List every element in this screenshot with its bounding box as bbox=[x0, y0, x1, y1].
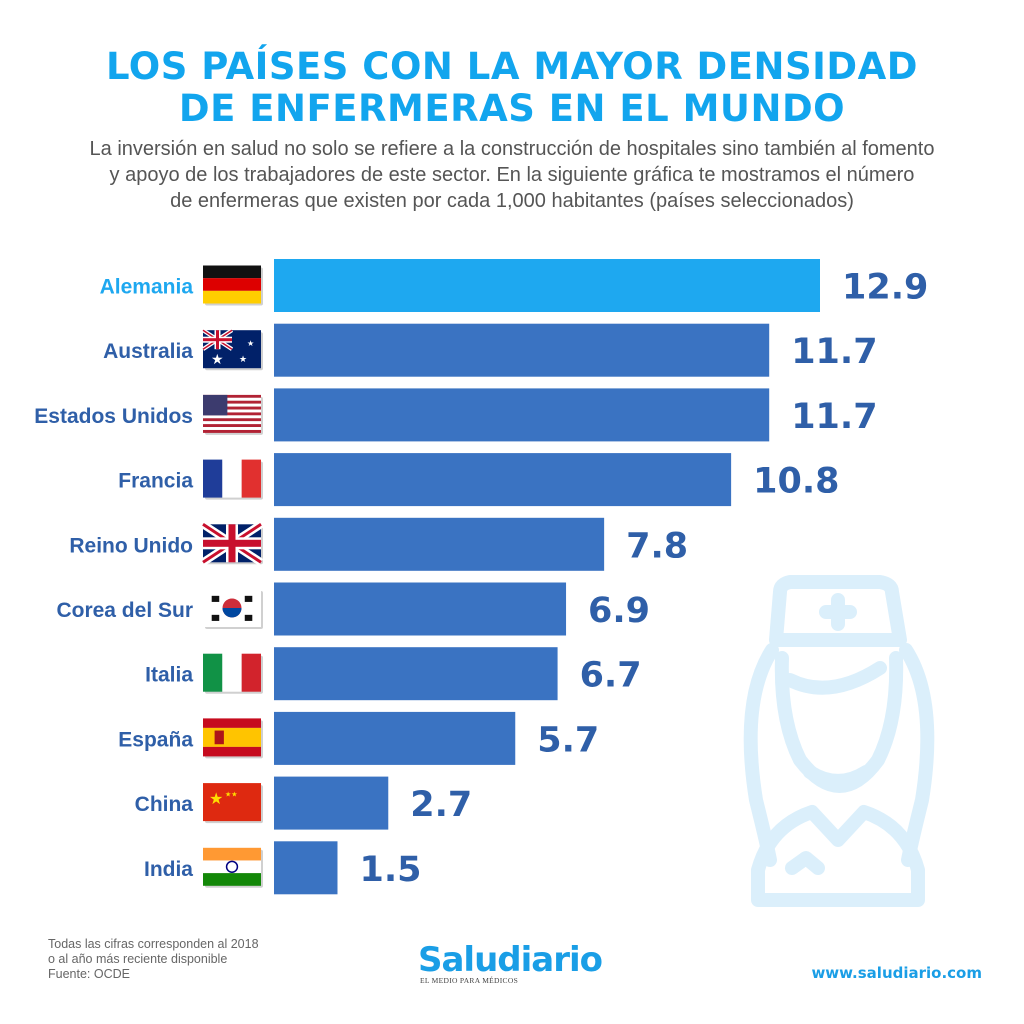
bar bbox=[274, 776, 389, 830]
bar bbox=[274, 647, 558, 701]
spain-flag-icon bbox=[203, 718, 263, 759]
australia-flag-icon: ★ ★★ bbox=[201, 328, 263, 371]
footnote-line-2: o al año más reciente disponible bbox=[48, 952, 228, 966]
germany-flag-icon bbox=[203, 265, 263, 306]
value-label: 10.8 bbox=[753, 462, 839, 502]
bar bbox=[274, 582, 567, 636]
bar bbox=[274, 841, 338, 895]
title-line-1: LOS PAÍSES CON LA MAYOR DENSIDAD bbox=[105, 45, 918, 88]
title-line-2: DE ENFERMERAS EN EL MUNDO bbox=[178, 87, 846, 130]
subtitle-line-1: La inversión en salud no solo se refiere… bbox=[89, 138, 935, 160]
bar bbox=[274, 453, 732, 507]
website-link[interactable]: www.saludiario.com bbox=[811, 964, 982, 982]
china-flag-icon: ★ ★★ bbox=[203, 783, 263, 824]
footnote: Todas las cifras corresponden al 2018 o … bbox=[48, 937, 259, 982]
value-label: 2.7 bbox=[410, 785, 472, 825]
category-label: India bbox=[144, 858, 193, 881]
subtitle: La inversión en salud no solo se refiere… bbox=[60, 136, 964, 214]
category-label: Alemania bbox=[100, 276, 194, 299]
usa-flag-icon bbox=[203, 394, 263, 435]
value-label: 6.9 bbox=[588, 591, 650, 631]
category-label: China bbox=[135, 793, 194, 816]
svg-text:★: ★ bbox=[247, 339, 254, 348]
category-label: Italia bbox=[145, 664, 193, 687]
india-flag-icon bbox=[203, 847, 263, 888]
value-label: 1.5 bbox=[359, 850, 421, 890]
category-label: Reino Unido bbox=[69, 534, 193, 557]
svg-text:★★: ★★ bbox=[225, 790, 238, 798]
value-label: 11.7 bbox=[791, 332, 877, 372]
svg-text:★: ★ bbox=[239, 355, 247, 365]
category-label: Francia bbox=[118, 470, 193, 493]
category-label: Estados Unidos bbox=[34, 405, 193, 428]
logo-tagline: EL MEDIO PARA MÉDICOS bbox=[420, 976, 519, 985]
svg-text:★: ★ bbox=[209, 789, 223, 808]
logo-name: Saludiario bbox=[418, 940, 603, 980]
italy-flag-icon bbox=[203, 653, 263, 694]
france-flag-icon bbox=[203, 459, 263, 500]
value-label: 12.9 bbox=[842, 268, 928, 308]
bar bbox=[274, 259, 820, 312]
value-label: 11.7 bbox=[791, 397, 877, 437]
bar bbox=[274, 711, 516, 765]
uk-flag-icon bbox=[200, 520, 264, 566]
value-label: 5.7 bbox=[537, 720, 599, 760]
bar bbox=[274, 517, 605, 571]
nurse-icon bbox=[743, 575, 935, 907]
bar bbox=[274, 388, 770, 442]
subtitle-line-3: de enfermeras que existen por cada 1,000… bbox=[170, 190, 854, 212]
value-label: 7.8 bbox=[626, 526, 688, 566]
saludiario-logo: Saludiario EL MEDIO PARA MÉDICOS bbox=[418, 942, 618, 985]
south-korea-flag-icon bbox=[203, 589, 263, 629]
category-label: Australia bbox=[103, 340, 193, 363]
value-label: 6.7 bbox=[580, 656, 642, 696]
category-label: España bbox=[118, 728, 193, 751]
bar bbox=[274, 323, 770, 377]
footnote-source: Fuente: OCDE bbox=[48, 967, 130, 981]
footnote-line-1: Todas las cifras corresponden al 2018 bbox=[48, 937, 259, 951]
subtitle-line-2: y apoyo de los trabajadores de este sect… bbox=[109, 164, 915, 186]
svg-text:★: ★ bbox=[211, 352, 224, 368]
page-title: LOS PAÍSES CON LA MAYOR DENSIDAD DE ENFE… bbox=[0, 46, 1024, 130]
category-label: Corea del Sur bbox=[56, 599, 193, 622]
